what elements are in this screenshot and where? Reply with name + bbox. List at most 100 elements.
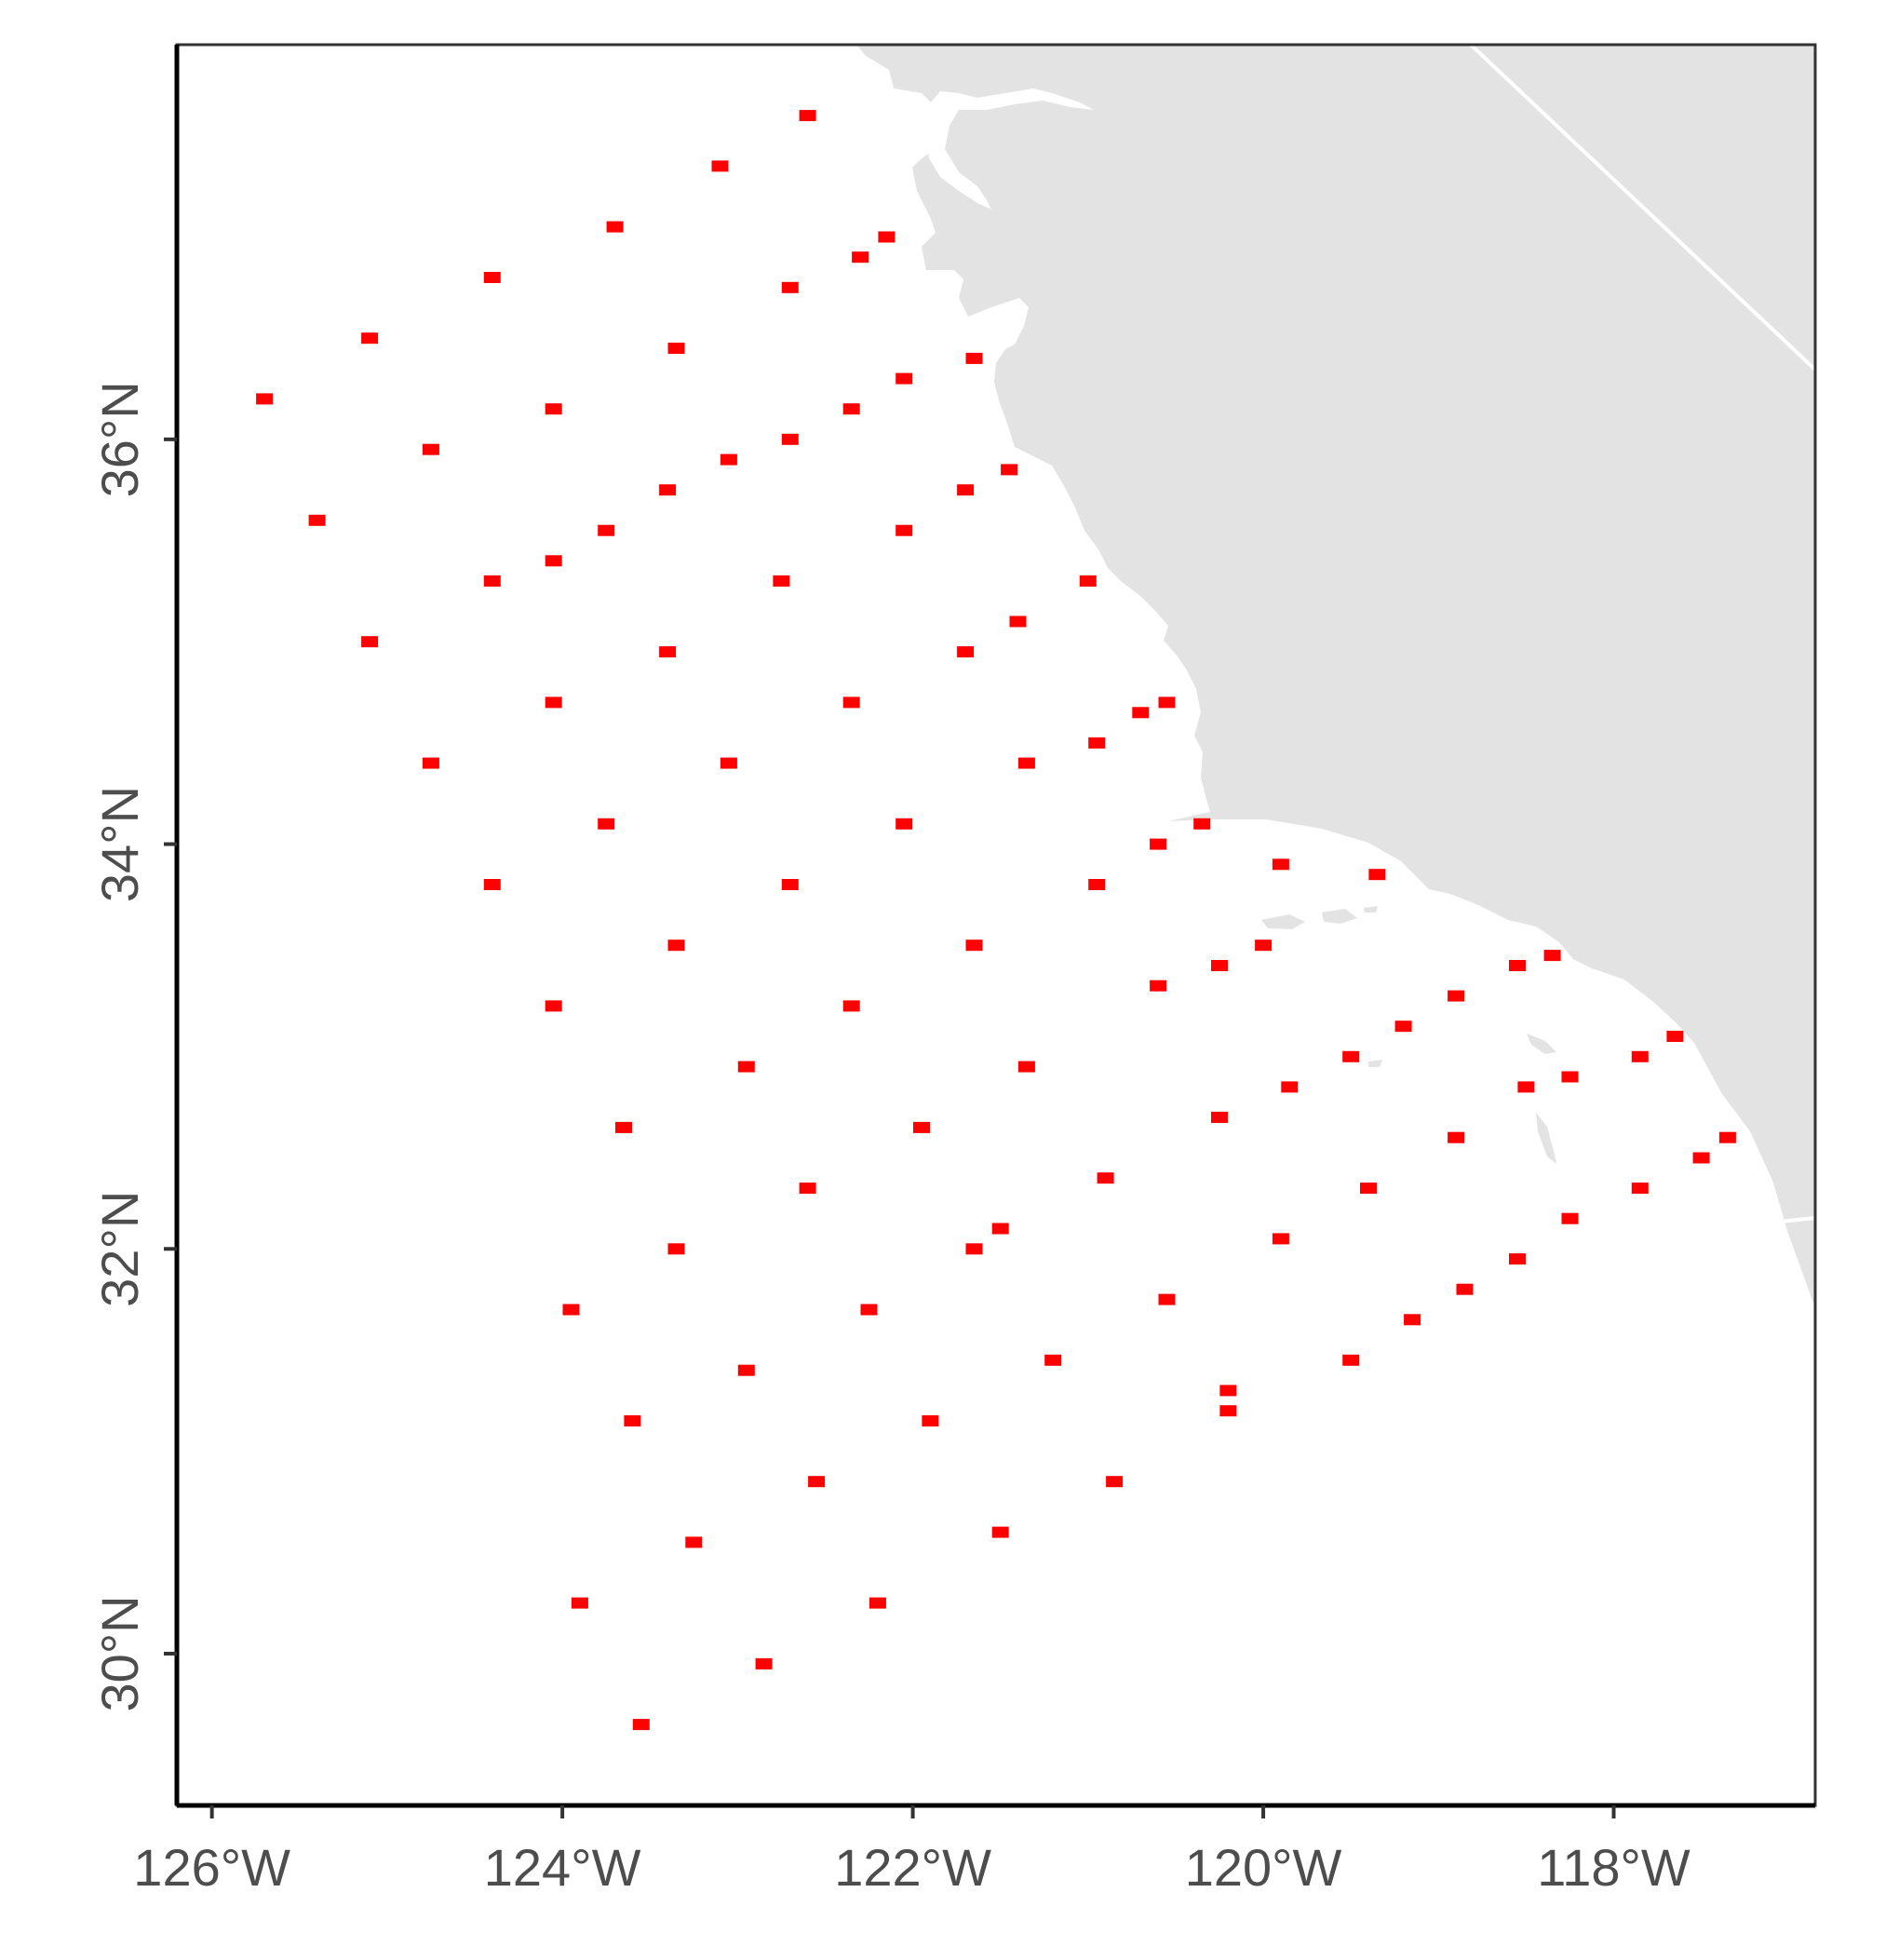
survey-point-60 <box>1666 1031 1684 1042</box>
survey-point-23 <box>896 524 913 536</box>
y-tick-label-3: 32°N <box>90 1191 149 1307</box>
x-tick-label-1: 126°W <box>133 1838 290 1897</box>
california-coast-land <box>856 45 1815 1308</box>
survey-point-6 <box>483 272 501 283</box>
island-santa-cruz <box>1261 914 1305 929</box>
x-tick-label-5: 118°W <box>1537 1838 1690 1897</box>
survey-point-87 <box>860 1304 878 1316</box>
survey-point-49 <box>667 939 685 952</box>
survey-points-layer <box>256 110 1736 1731</box>
survey-point-101 <box>869 1597 886 1609</box>
survey-point-98 <box>685 1536 703 1548</box>
land-layer <box>856 45 1815 1308</box>
survey-point-29 <box>361 636 379 648</box>
y-tick-label-2: 34°N <box>90 786 149 902</box>
survey-point-26 <box>773 575 790 587</box>
survey-point-83 <box>1509 1253 1526 1265</box>
survey-point-93 <box>1219 1405 1237 1417</box>
survey-point-56 <box>1448 990 1465 1002</box>
survey-point-1 <box>799 110 816 122</box>
survey-point-82 <box>965 1243 983 1255</box>
survey-point-37 <box>422 757 439 769</box>
san-francisco-bay <box>926 88 1094 210</box>
survey-point-27 <box>1079 575 1097 587</box>
survey-point-79 <box>991 1223 1009 1235</box>
survey-point-88 <box>1404 1314 1421 1326</box>
survey-point-80 <box>1272 1233 1289 1245</box>
state-border-line <box>1469 45 1815 372</box>
survey-point-36 <box>1088 737 1106 749</box>
survey-point-52 <box>1543 950 1561 962</box>
survey-point-95 <box>922 1415 939 1426</box>
survey-point-45 <box>1368 869 1386 881</box>
survey-point-25 <box>483 575 501 587</box>
survey-point-97 <box>808 1476 826 1488</box>
survey-point-43 <box>1150 838 1167 850</box>
survey-point-92 <box>1219 1385 1237 1397</box>
y-tick-label-1: 36°N <box>90 381 149 497</box>
survey-point-12 <box>256 393 274 405</box>
survey-point-13 <box>545 403 562 415</box>
survey-point-42 <box>1193 818 1211 830</box>
survey-point-2 <box>711 160 729 172</box>
survey-point-32 <box>545 696 562 709</box>
survey-point-38 <box>720 757 737 769</box>
survey-point-44 <box>1272 858 1289 871</box>
x-axis-ticks: 126°W 124°W 122°W 120°W 118°W <box>133 1805 1690 1897</box>
survey-point-24 <box>545 555 562 567</box>
survey-point-75 <box>799 1183 816 1195</box>
survey-point-73 <box>1692 1152 1710 1164</box>
survey-point-19 <box>659 484 677 496</box>
survey-point-14 <box>842 403 860 415</box>
survey-point-35 <box>1132 707 1150 719</box>
survey-point-102 <box>755 1657 773 1669</box>
y-tick-label-4: 30°N <box>90 1595 149 1711</box>
survey-point-65 <box>1561 1071 1579 1083</box>
survey-point-78 <box>1561 1212 1579 1224</box>
survey-point-20 <box>957 484 975 496</box>
survey-point-17 <box>720 453 737 466</box>
survey-point-16 <box>422 443 439 455</box>
x-tick-label-2: 124°W <box>484 1838 641 1897</box>
survey-point-77 <box>1631 1183 1649 1195</box>
island-anacapa <box>1364 906 1378 912</box>
island-catalina <box>1527 1034 1556 1054</box>
survey-point-89 <box>1044 1354 1062 1366</box>
survey-point-103 <box>632 1719 650 1731</box>
survey-point-86 <box>562 1304 580 1316</box>
survey-point-8 <box>361 332 379 345</box>
survey-point-67 <box>1517 1081 1535 1093</box>
survey-point-59 <box>1394 1021 1412 1033</box>
survey-point-28 <box>1009 615 1027 628</box>
x-tick-label-4: 120°W <box>1185 1838 1342 1897</box>
survey-point-69 <box>615 1121 632 1133</box>
survey-point-91 <box>737 1364 755 1376</box>
survey-point-46 <box>483 879 501 890</box>
survey-point-21 <box>308 514 326 526</box>
survey-point-48 <box>1088 879 1106 890</box>
survey-point-47 <box>781 879 799 890</box>
survey-point-4 <box>852 251 869 264</box>
survey-point-53 <box>1509 960 1526 971</box>
survey-point-10 <box>965 352 983 364</box>
survey-point-72 <box>1718 1131 1736 1143</box>
survey-point-33 <box>842 696 860 709</box>
x-tick-label-3: 122°W <box>834 1838 991 1897</box>
survey-point-34 <box>1158 696 1176 709</box>
survey-point-68 <box>1211 1112 1228 1123</box>
survey-point-55 <box>1150 980 1167 992</box>
survey-point-71 <box>1448 1131 1465 1143</box>
island-san-clemente <box>1536 1113 1556 1164</box>
survey-point-84 <box>1456 1283 1474 1295</box>
survey-point-66 <box>1281 1081 1299 1093</box>
island-santa-rosa <box>1322 909 1357 924</box>
survey-point-74 <box>1097 1172 1114 1184</box>
country-border-line <box>1779 1216 1815 1223</box>
y-axis-ticks: 36°N 34°N 32°N 30°N <box>90 381 177 1712</box>
survey-point-51 <box>1255 939 1273 952</box>
survey-point-100 <box>571 1597 588 1609</box>
survey-point-7 <box>781 281 799 293</box>
survey-point-11 <box>896 372 913 385</box>
